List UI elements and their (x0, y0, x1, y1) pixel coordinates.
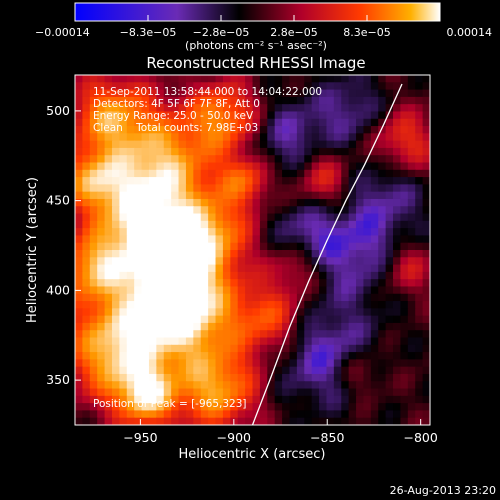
colorbar-tick-label: 0.00014 (447, 26, 493, 39)
y-axis: 350 400 450 500 (46, 103, 81, 387)
colorbar-tick-label: −2.8e−05 (193, 26, 250, 39)
colorbar (74, 2, 441, 22)
x-tick-label: −900 (217, 430, 251, 445)
x-tick-label: −850 (310, 430, 344, 445)
y-axis-label: Heliocentric Y (arcsec) (25, 177, 40, 323)
x-tick-label: −800 (403, 430, 437, 445)
annotations: 11-Sep-2011 13:58:44.000 to 14:04:22.000… (93, 86, 322, 410)
colorbar-tick-label: −8.3e−05 (120, 26, 177, 39)
colorbar-tick-label: −0.00014 (35, 26, 90, 39)
annotation-energy-range: Energy Range: 25.0 - 50.0 keV (93, 110, 254, 122)
x-tick-label: −950 (123, 430, 157, 445)
heatmap-image (75, 75, 430, 425)
x-axis: −950 −900 −850 −800 (123, 419, 438, 445)
annotation-peak-position: Position of Peak = [-965,323] (93, 398, 247, 410)
colorbar-tick-label: 8.3e−05 (343, 26, 390, 39)
colorbar-tick-label: 2.8e−05 (270, 26, 317, 39)
annotation-time-range: 11-Sep-2011 13:58:44.000 to 14:04:22.000 (93, 86, 322, 98)
colorbar-ticks: −0.00014 −8.3e−05 −2.8e−05 2.8e−05 8.3e−05 0.… (35, 15, 492, 39)
annotation-total-counts: Clean Total counts: 7.98E+03 (93, 122, 258, 134)
annotation-detectors: Detectors: 4F 5F 6F 7F 8F, Att 0 (93, 98, 260, 110)
y-tick-label: 400 (46, 282, 70, 297)
x-axis-label: Heliocentric X (arcsec) (179, 447, 326, 462)
chart-title: Reconstructed RHESSI Image (146, 54, 365, 72)
footer-timestamp: 26-Aug-2013 23:20 (390, 484, 496, 497)
colorbar-unit-label: (photons cm⁻² s⁻¹ asec⁻²) (185, 39, 327, 52)
solar-limb-curve (251, 83, 403, 425)
y-tick-label: 350 (46, 372, 70, 387)
y-tick-label: 450 (46, 193, 70, 208)
plot-frame (74, 74, 431, 426)
y-tick-label: 500 (46, 103, 70, 118)
